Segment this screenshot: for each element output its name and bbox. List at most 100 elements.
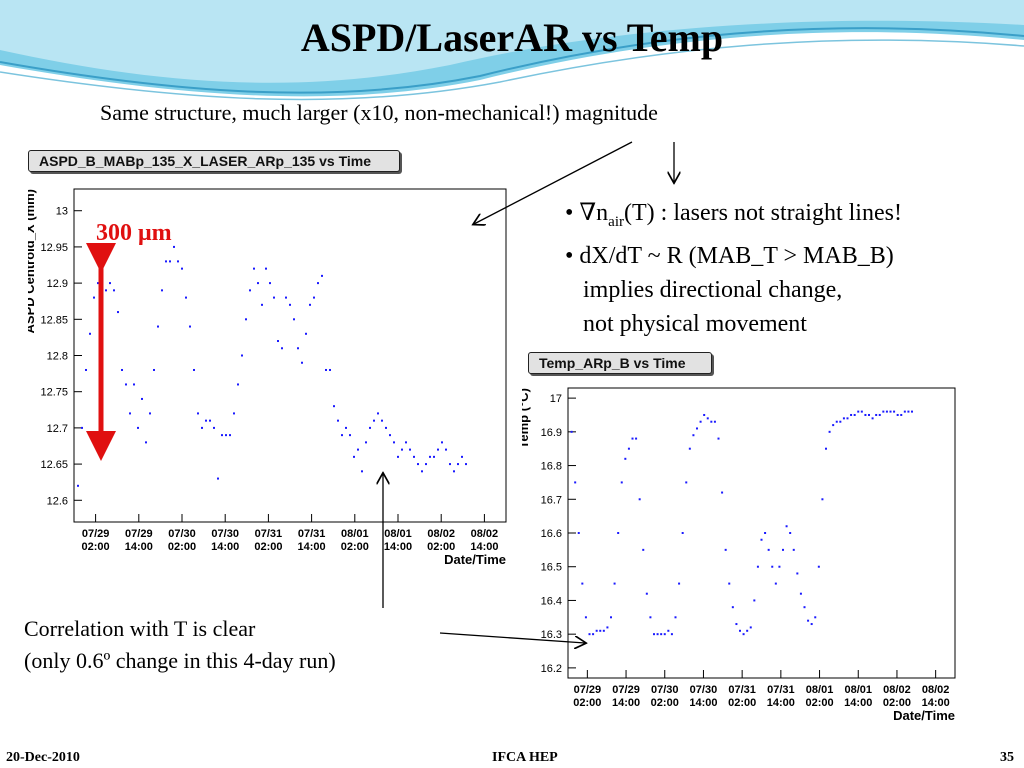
x-tick-label: 08/02 [883,684,911,696]
data-point [864,413,867,416]
data-point [842,417,845,420]
correlation-line-1: Correlation with T is clear [24,616,256,641]
data-point [213,426,215,429]
data-point [724,548,727,551]
data-point [663,633,666,636]
data-point [337,419,339,422]
data-point [814,616,817,619]
data-point [835,420,838,423]
data-point [277,340,279,343]
data-point [896,413,899,416]
data-point [860,410,863,413]
x-tick-label: 07/31 [255,528,283,540]
data-point [377,412,379,415]
data-point [696,427,698,430]
data-point [457,463,459,466]
data-point [875,413,878,416]
data-point [305,332,307,335]
x-tick-label: 02:00 [805,697,833,709]
data-point [93,296,95,299]
data-point [674,616,677,619]
data-point [405,441,407,444]
data-point [89,332,91,335]
data-point [137,426,139,429]
data-point [900,413,903,416]
y-tick-label: 12.85 [40,314,68,326]
data-point [373,419,375,422]
x-tick-label: 08/01 [384,528,412,540]
data-point [670,633,673,636]
data-point [803,606,806,609]
x-tick-label: 14:00 [211,541,239,553]
data-point [627,447,630,450]
x-tick-label: 14:00 [767,697,795,709]
x-axis-label: Date/Time [444,552,506,565]
x-tick-label: 14:00 [298,541,326,553]
data-point [602,629,605,632]
x-tick-label: 14:00 [922,697,950,709]
data-point [109,282,111,285]
data-point [681,532,684,534]
data-point [173,245,175,248]
data-point [353,455,355,458]
x-tick-label: 07/30 [651,684,679,696]
data-point [907,410,910,413]
y-axis-label: Temp (°C) [522,388,531,449]
x-tick-label: 14:00 [470,541,498,553]
data-point [642,548,645,551]
data-point [624,457,627,460]
data-point [868,413,870,416]
data-point [832,424,835,427]
data-point [667,629,670,632]
x-tick-label: 02:00 [341,541,369,553]
data-point [181,267,183,270]
data-point [185,296,187,299]
data-point [341,434,343,437]
data-point [713,420,716,423]
data-point [429,455,431,458]
data-point [771,565,774,568]
data-point [129,412,131,415]
x-tick-label: 14:00 [384,541,412,553]
x-tick-label: 08/02 [922,684,950,696]
data-point [381,419,383,422]
data-point [756,565,759,568]
x-tick-label: 14:00 [125,541,153,553]
y-axis-label: ASPD Centroid_X (mm) [28,189,37,333]
data-point [333,405,335,408]
data-point [871,417,874,420]
data-point [421,470,423,473]
data-point [409,448,411,451]
data-point [281,347,283,350]
data-point [289,303,291,306]
data-point [261,303,263,306]
x-tick-label: 08/02 [471,528,499,540]
data-point [425,463,427,466]
data-point [177,260,179,263]
data-point [584,616,587,619]
data-point [882,410,885,413]
data-point [631,437,634,440]
data-point [846,417,849,420]
data-point [413,455,415,458]
data-point [857,410,860,413]
bullet-2-cont-2: not physical movement [583,310,807,337]
x-tick-label: 02:00 [883,697,911,709]
data-point [821,498,824,501]
data-point [445,448,447,451]
data-point [117,311,119,314]
data-point [613,582,616,585]
data-point [878,413,881,416]
data-point [850,413,853,416]
data-point [606,626,609,629]
x-tick-label: 07/29 [82,528,110,540]
y-tick-label: 17 [550,393,562,405]
chart2-title: Temp_ARp_B vs Time [528,352,712,374]
data-point [449,463,451,466]
y-tick-label: 16.9 [541,427,562,439]
data-point [717,437,720,440]
correlation-note: Correlation with T is clear (only 0.6º c… [24,613,336,677]
data-point [361,470,363,473]
data-point [349,434,351,437]
data-point [161,289,163,292]
